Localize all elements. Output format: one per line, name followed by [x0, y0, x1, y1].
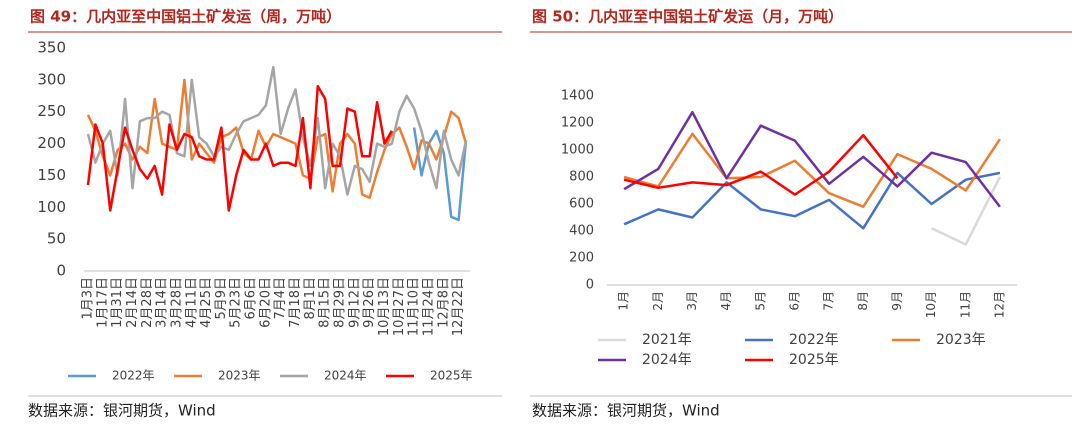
x-tick-label: 4月25日	[199, 277, 214, 328]
x-tick-label: 8月	[856, 291, 870, 311]
series-line	[623, 171, 1001, 230]
x-tick-label: 2月14日	[125, 277, 140, 328]
legend-label: 2022年	[112, 369, 155, 383]
x-tick-label: 6月20日	[258, 277, 273, 328]
x-tick-label: 2月	[651, 291, 665, 311]
x-tick-label: 4月11日	[184, 277, 199, 328]
x-tick-label: 9月	[890, 291, 904, 311]
y-tick-label: 150	[37, 166, 66, 184]
y-tick-label: 1200	[561, 116, 594, 131]
source-note: 数据来源：银河期货，Wind	[28, 402, 216, 420]
y-tick-label: 800	[569, 170, 594, 185]
x-tick-label: 12月	[992, 291, 1006, 318]
legend-label: 2023年	[936, 332, 986, 348]
x-tick-label: 11月	[958, 291, 972, 318]
legend-label: 2022年	[789, 332, 839, 348]
x-tick-label: 3月14日	[155, 277, 170, 328]
x-tick-label: 7月18日	[288, 277, 303, 328]
series-line	[623, 132, 1001, 208]
x-tick-label: 6月	[787, 291, 801, 311]
y-tick-label: 1400	[561, 89, 594, 104]
x-tick-label: 1月	[617, 291, 631, 311]
x-tick-label: 8月15日	[318, 277, 333, 328]
y-tick-label: 1000	[561, 143, 594, 158]
x-tick-label: 10月	[924, 291, 938, 318]
legend-label: 2025年	[789, 352, 839, 368]
series-line	[412, 127, 468, 222]
x-tick-label: 10月13日	[377, 277, 392, 336]
y-tick-label: 0	[586, 278, 594, 293]
x-tick-label: 6月6日	[244, 277, 259, 320]
legend-label: 2023年	[218, 369, 261, 383]
x-tick-label: 5月9日	[214, 277, 229, 320]
y-tick-label: 200	[37, 134, 66, 152]
x-tick-label: 9月26日	[362, 277, 377, 328]
x-tick-label: 7月4日	[273, 277, 288, 320]
x-tick-label: 4月	[719, 291, 733, 311]
x-tick-label: 2月28日	[140, 277, 155, 328]
y-tick-label: 300	[37, 70, 66, 88]
x-tick-label: 12月8日	[436, 277, 451, 328]
series-line	[86, 84, 393, 212]
x-tick-label: 9月12日	[347, 277, 362, 328]
series-line	[623, 110, 1001, 208]
series-line	[86, 78, 468, 199]
x-tick-label: 8月1日	[303, 277, 318, 320]
chart-title: 图 49：几内亚至中国铝土矿发运（周，万吨）	[30, 8, 341, 26]
series-line	[623, 133, 899, 196]
legend-label: 2021年	[642, 332, 692, 348]
y-tick-label: 400	[569, 224, 594, 239]
legend-label: 2025年	[430, 369, 473, 383]
series-line	[86, 65, 468, 196]
x-tick-label: 1月3日	[81, 277, 96, 320]
x-tick-label: 1月31日	[110, 277, 125, 328]
x-tick-label: 1月17日	[95, 277, 110, 328]
y-tick-label: 100	[37, 198, 66, 216]
chart-title: 图 50：几内亚至中国铝土矿发运（月，万吨）	[532, 8, 843, 26]
y-tick-label: 600	[569, 197, 594, 212]
x-tick-label: 12月22日	[451, 277, 466, 336]
x-tick-label: 11月10日	[407, 277, 422, 336]
x-tick-label: 10月27日	[392, 277, 407, 336]
legend-label: 2024年	[324, 369, 367, 383]
y-tick-label: 50	[47, 230, 66, 248]
y-tick-label: 200	[569, 251, 594, 266]
y-tick-label: 350	[37, 39, 66, 57]
y-tick-label: 250	[37, 102, 66, 120]
y-tick-label: 0	[56, 262, 66, 280]
x-tick-label: 11月24日	[421, 277, 436, 336]
x-tick-label: 8月29日	[333, 277, 348, 328]
x-tick-label: 3月28日	[169, 277, 184, 328]
source-note: 数据来源：银河期货，Wind	[532, 402, 720, 420]
x-tick-label: 3月	[685, 291, 699, 311]
legend-label: 2024年	[642, 352, 692, 368]
x-tick-label: 5月23日	[229, 277, 244, 328]
x-tick-label: 7月	[822, 291, 836, 311]
series-line	[931, 176, 1002, 246]
x-tick-label: 5月	[753, 291, 767, 311]
